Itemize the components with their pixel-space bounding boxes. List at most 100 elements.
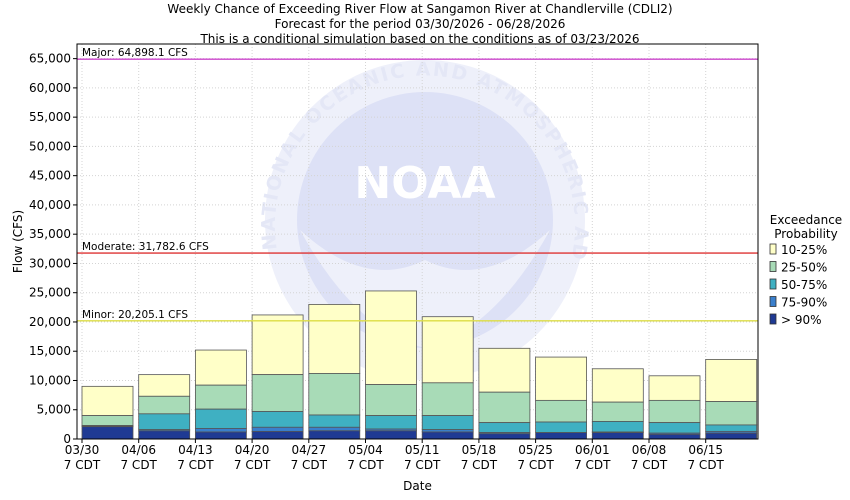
bar-segment-90: [705, 432, 758, 440]
legend-label: 10-25%: [781, 243, 827, 257]
bar-segment-50-75: [478, 422, 531, 433]
plot-frame: [76, 43, 759, 440]
legend-label: > 90%: [781, 313, 822, 327]
bar-week-9: [535, 356, 587, 440]
title-line-3: This is a conditional simulation based o…: [199, 32, 639, 46]
stacked-bars: [81, 290, 758, 440]
threshold-label-1: Major: 64,898.1 CFS: [82, 47, 188, 59]
y-tick-label: 25,000: [29, 286, 71, 300]
bar-segment-10-25: [251, 314, 304, 376]
bar-segment-50-75: [535, 421, 587, 433]
bar-week-8: [478, 347, 531, 440]
bar-segment-10-25: [81, 385, 134, 416]
bar-week-12: [705, 359, 758, 440]
y-tick-label: 30,000: [29, 256, 71, 270]
y-tick-label: 65,000: [29, 52, 71, 66]
title-line-2: Forecast for the period 03/30/2026 - 06/…: [275, 17, 566, 31]
legend-entry: 50-75%: [769, 278, 827, 292]
x-tick-label: 03/30 7 CDT: [64, 443, 101, 472]
y-tick-label: 60,000: [29, 81, 71, 95]
bar-segment-50-75: [138, 413, 191, 431]
bar-segment-25-50: [421, 382, 474, 416]
watermark-wave: [300, 230, 550, 348]
legend-entry: 25-50%: [769, 261, 827, 275]
y-tick-label: 15,000: [29, 344, 71, 358]
bar-segment-90: [591, 432, 644, 440]
bar-segment-50-75: [194, 408, 247, 429]
bar-week-6: [365, 290, 417, 440]
legend-swatch: [769, 313, 777, 325]
legend-label: 25-50%: [781, 261, 827, 275]
bar-segment-90: [421, 431, 474, 440]
bar-segment-90: [81, 426, 134, 440]
legend-title-line-1: Exceedance: [770, 213, 842, 227]
bar-segment-50-75: [648, 422, 701, 434]
x-tick-label: 04/06 7 CDT: [120, 443, 157, 472]
x-axis-label: Date: [403, 479, 432, 493]
bar-segment-25-50: [308, 373, 361, 416]
bar-segment-25-50: [251, 374, 304, 412]
bar-segment-50-75: [251, 411, 304, 428]
bar-segment-25-50: [365, 384, 417, 416]
x-tick-label: 06/15 7 CDT: [687, 443, 724, 472]
x-tick-label: 04/13 7 CDT: [177, 443, 214, 472]
bar-segment-90: [138, 430, 191, 440]
bar-segment-50-75: [591, 421, 644, 433]
bar-segment-90: [194, 431, 247, 440]
bar-week-3: [194, 349, 247, 440]
threshold-label-3: Minor: 20,205.1 CFS: [82, 309, 188, 321]
y-tick-label: 10,000: [29, 373, 71, 387]
bar-week-10: [591, 368, 644, 440]
legend-entry: > 90%: [769, 313, 822, 327]
bar-segment-25-50: [81, 415, 134, 426]
legend-entry: 10-25%: [769, 243, 827, 257]
grid-lines: [77, 44, 758, 439]
bar-segment-10-25: [421, 316, 474, 384]
legend-swatch: [769, 296, 777, 307]
flood-thresholds: Major: 64,898.1 CFS Moderate: 31,782.6 CF…: [77, 47, 758, 322]
bar-segment-25-50: [591, 401, 644, 422]
bar-segment-75-90: [194, 428, 247, 433]
bar-segment-10-25: [308, 304, 361, 374]
bar-segment-25-50: [705, 401, 758, 426]
bar-segment-10-25: [591, 368, 644, 403]
bar-week-11: [648, 375, 701, 440]
bar-segment-10-25: [705, 359, 758, 402]
bar-segment-50-75: [365, 415, 417, 430]
y-tick-label: 50,000: [29, 139, 71, 153]
watermark-noaa-text: NOAA: [354, 158, 495, 209]
bar-segment-10-25: [194, 349, 247, 386]
bar-segment-10-25: [535, 356, 587, 401]
bar-segment-50-75: [705, 424, 758, 432]
bar-segment-90: [648, 433, 701, 440]
x-tick-label: 05/25 7 CDT: [517, 443, 554, 472]
legend-swatch: [769, 243, 777, 255]
threshold-label-2: Moderate: 31,782.6 CFS: [82, 241, 209, 253]
legend-entry: 75-90%: [769, 296, 827, 310]
bar-segment-25-50: [535, 399, 587, 423]
bar-segment-90: [365, 430, 417, 440]
x-tick-label: 05/04 7 CDT: [347, 443, 384, 472]
legend-swatch: [769, 261, 777, 272]
bar-week-1: [81, 385, 134, 440]
y-tick-label: 35,000: [29, 227, 71, 241]
x-tick-label: 05/18 7 CDT: [461, 443, 498, 472]
x-tick-label: 06/08 7 CDT: [631, 443, 668, 472]
legend-swatch: [769, 278, 777, 290]
y-tick-label: 20,000: [29, 315, 71, 329]
bar-week-4: [251, 314, 304, 440]
axes: 0 5,000 10,000 15,000 20,000 25,000 30,000 35,0…: [11, 43, 759, 493]
chart-title: Weekly Chance of Exceeding River Flow at…: [167, 2, 672, 46]
x-tick-label: 04/20 7 CDT: [234, 443, 271, 472]
bar-segment-10-25: [478, 347, 531, 393]
y-axis-label: Flow (CFS): [11, 210, 25, 273]
x-tick-label: 04/27 7 CDT: [291, 443, 328, 472]
bar-segment-50-75: [421, 415, 474, 431]
title-line-1: Weekly Chance of Exceeding River Flow at…: [167, 2, 672, 16]
bar-segment-10-25: [648, 375, 701, 401]
y-tick-label: 40,000: [29, 198, 71, 212]
bar-segment-50-75: [308, 414, 361, 428]
bar-segment-10-25: [365, 290, 417, 385]
